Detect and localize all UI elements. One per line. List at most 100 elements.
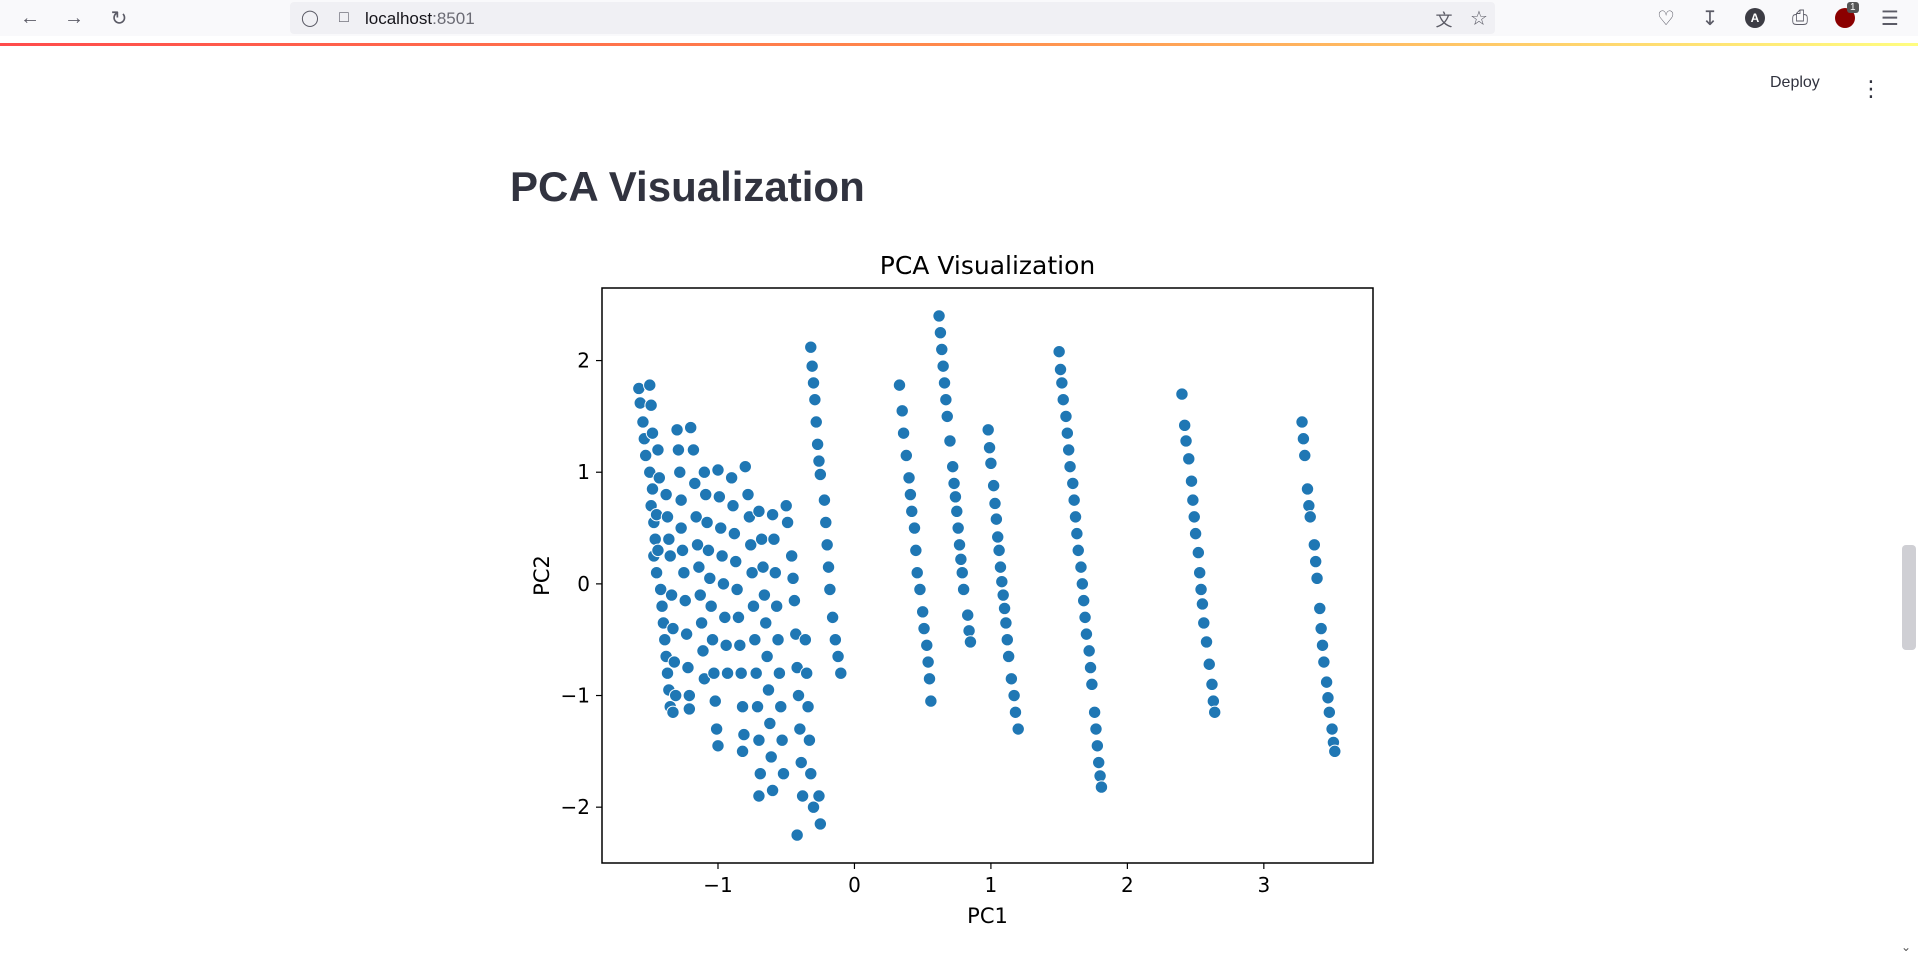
scrollbar-track[interactable] <box>1900 120 1918 961</box>
data-point <box>1303 510 1317 524</box>
data-point <box>825 610 840 625</box>
data-point <box>737 727 751 742</box>
data-point <box>813 817 828 831</box>
data-point <box>808 392 822 407</box>
bookmark-star-icon[interactable]: ☆ <box>1470 7 1488 30</box>
data-point <box>705 632 720 647</box>
data-point <box>1000 632 1014 647</box>
data-point <box>694 616 709 630</box>
data-point <box>734 666 748 680</box>
data-point <box>761 683 776 697</box>
data-point <box>756 560 770 574</box>
data-point <box>896 426 911 440</box>
data-point <box>712 490 727 504</box>
data-point <box>738 459 752 474</box>
x-tick-label: 2 <box>1121 873 1134 897</box>
data-point <box>760 649 774 664</box>
data-point <box>1298 448 1312 463</box>
data-point <box>643 378 657 392</box>
data-point <box>1053 362 1068 377</box>
data-point <box>939 392 953 407</box>
data-point <box>962 624 976 638</box>
data-point <box>1011 722 1025 736</box>
data-point <box>810 437 825 452</box>
data-point <box>1071 543 1085 558</box>
data-point <box>961 608 975 622</box>
data-point <box>823 582 837 597</box>
data-point <box>731 610 746 625</box>
pocket-icon[interactable]: ♡ <box>1657 7 1675 30</box>
data-point <box>1321 691 1335 705</box>
reload-icon[interactable]: ↻ <box>110 7 128 30</box>
data-point <box>675 543 690 558</box>
scrollbar-thumb[interactable] <box>1902 545 1916 650</box>
plot-area: PCA Visualization −1 0 1 2 3 −2 −1 0 1 2 PC1 PC2 <box>530 251 1374 928</box>
data-point <box>633 396 647 410</box>
page-title: PCA Visualization <box>510 163 865 210</box>
page-info-icon[interactable]: □ <box>339 9 349 26</box>
data-point <box>812 789 826 803</box>
data-point <box>996 588 1010 602</box>
data-point <box>905 504 919 519</box>
data-point <box>662 532 676 546</box>
shield-icon[interactable]: ◯ <box>301 10 319 27</box>
data-point <box>1093 769 1107 783</box>
extensions-icon[interactable]: ⎙ <box>1792 6 1808 29</box>
data-point <box>1191 545 1206 560</box>
data-point <box>946 459 960 474</box>
forward-arrow-icon[interactable]: → <box>64 6 84 29</box>
data-point <box>726 499 740 513</box>
data-point <box>679 627 694 641</box>
y-tick-label: −2 <box>561 795 590 819</box>
data-point <box>750 699 765 714</box>
data-point <box>753 766 767 781</box>
data-point <box>799 666 814 680</box>
data-point <box>1205 677 1219 692</box>
translate-icon[interactable]: 文 <box>1435 10 1453 30</box>
hamburger-menu-icon[interactable]: ☰ <box>1881 7 1899 30</box>
deploy-button[interactable]: Deploy <box>1770 74 1820 91</box>
data-point <box>1187 510 1201 524</box>
data-point <box>774 699 788 714</box>
data-point <box>1194 582 1208 597</box>
data-point <box>798 632 813 647</box>
chart-title: PCA Visualization <box>880 251 1096 280</box>
data-point <box>780 515 795 530</box>
data-point <box>1300 482 1315 496</box>
data-point <box>1313 601 1327 616</box>
main-menu-icon[interactable]: ⋮ <box>1860 76 1882 101</box>
scroll-down-arrow-icon[interactable]: ⌄ <box>1901 940 1912 954</box>
data-point <box>771 632 785 647</box>
data-point <box>648 532 662 546</box>
data-point <box>915 605 930 619</box>
ublock-icon[interactable]: 1 <box>1831 2 1859 32</box>
data-point <box>693 588 707 602</box>
data-point <box>744 538 758 552</box>
data-point <box>1184 474 1199 488</box>
data-point <box>1074 560 1088 574</box>
data-point <box>794 755 808 770</box>
back-arrow-icon[interactable]: ← <box>20 6 40 29</box>
data-point <box>809 415 823 429</box>
data-point <box>804 340 818 354</box>
download-icon[interactable]: ↧ <box>1701 7 1719 30</box>
data-point <box>895 404 909 418</box>
data-point <box>769 599 784 613</box>
data-point <box>784 549 799 563</box>
data-point <box>699 487 713 502</box>
data-point <box>831 649 845 664</box>
data-point <box>775 733 789 747</box>
data-point <box>703 571 717 585</box>
account-avatar[interactable]: A <box>1741 4 1769 32</box>
data-point <box>659 487 673 502</box>
address-bar[interactable]: ◯ □ localhost:8501 文 ☆ <box>290 2 1495 34</box>
data-point <box>988 496 1002 511</box>
data-point <box>1079 627 1094 641</box>
data-point <box>683 420 698 435</box>
data-point <box>932 309 946 323</box>
data-point <box>790 828 804 842</box>
data-point <box>1315 638 1330 652</box>
data-point <box>947 476 961 491</box>
data-point <box>1192 566 1207 580</box>
data-point <box>817 493 832 507</box>
